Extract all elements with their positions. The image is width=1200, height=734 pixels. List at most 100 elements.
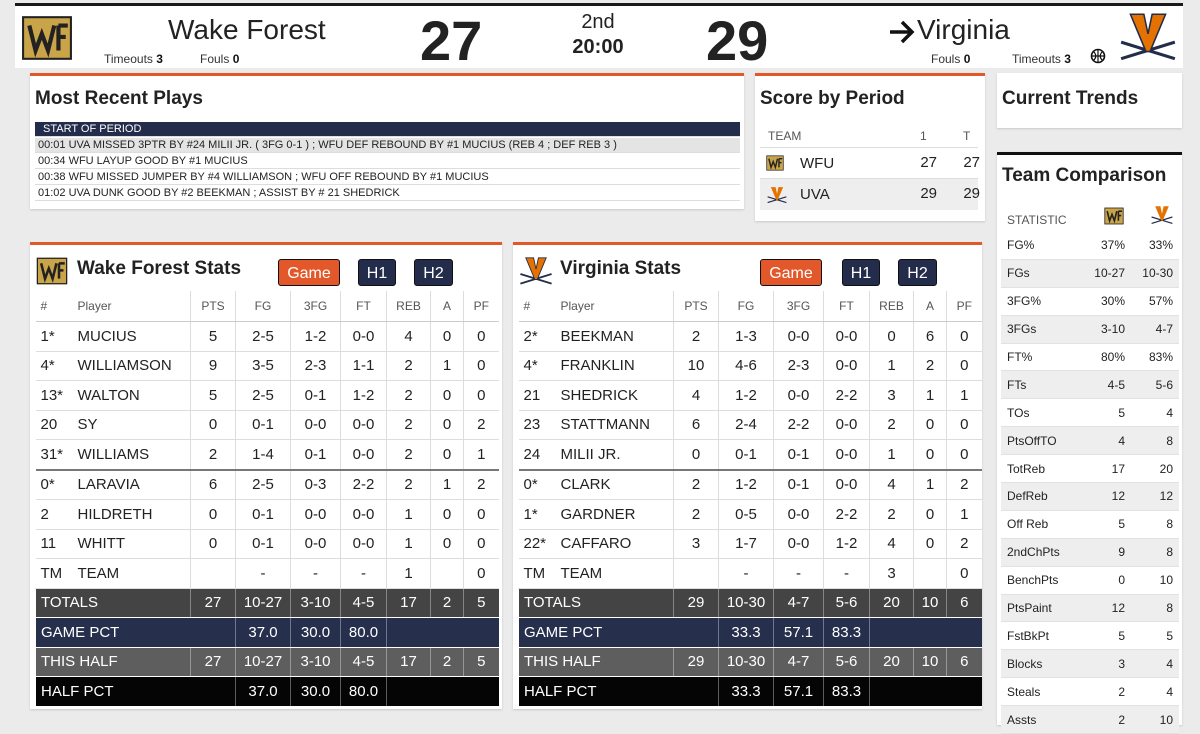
summary-label: TOTALS [518,588,674,618]
tab-button[interactable]: H2 [898,259,937,286]
summary-cell: 4-7 [773,647,824,677]
tab-button[interactable]: H1 [358,259,396,286]
stat-cell: - [718,558,774,589]
player-name: SY [72,410,191,440]
player-row: 21 SHEDRICK 4 1-2 0-0 2-2 3 1 1 [518,380,982,411]
summary-cell: 30.0 [290,676,341,707]
column-header: 1 [920,129,927,143]
stat-cell: 0 [430,499,464,530]
period: 2nd [581,11,615,33]
team-logo [766,186,788,209]
stat-value: 8 [1131,510,1179,539]
stat-value: 8 [1131,594,1179,623]
summary-cell: 10-30 [718,647,774,677]
stat-cell: 23 [518,410,556,440]
stat-cell: 2 [946,468,982,500]
summary-label: THIS HALF [518,647,674,677]
stat-value: 33% [1131,232,1179,260]
panel-title: Score by Period [760,88,905,109]
stat-cell: 0-1 [235,499,291,530]
summary-empty [869,617,982,648]
stat-value: 4 [1131,649,1179,679]
stat-cell: 1 [913,380,947,411]
comparison-row: Off Reb 5 8 [1001,510,1179,539]
tab-button[interactable]: H1 [842,259,880,286]
stat-cell: 0-1 [290,380,341,411]
stat-cell: 1 [430,468,464,500]
stat-cell: 0 [946,439,982,470]
stat-value: 17 [1079,454,1131,484]
player-name: TEAM [72,558,191,589]
stat-cell: - [823,558,870,589]
summary-cell: 2 [430,588,464,618]
stats-table: # Player PTS FG 3FG FT REB A PF 1* MUCIUS 5 2-5 1-2 0-… [35,291,499,707]
summary-row: HALF PCT 37.0 30.0 80.0 [35,676,499,707]
summary-cell: 5 [463,647,499,677]
stat-cell: 1 [386,529,431,559]
column-header: TEAM [768,129,802,143]
stat-name: DefReb [1001,482,1079,511]
period-score: 27 [920,154,937,171]
stat-cell: 2 [386,351,431,381]
summary-row: HALF PCT 33.3 57.1 83.3 [518,676,982,707]
stat-value: 4 [1131,398,1179,428]
tab-button[interactable]: Game [278,259,340,286]
comparison-table: FG% 37% 33% FGs 10-27 10-30 3FG% 30% 57% 3FGs 3-10… [1001,232,1179,734]
stat-cell: 0-0 [340,529,387,559]
stat-cell: 4-6 [718,351,774,381]
stat-cell: - [340,558,387,589]
stat-cell: 20 [35,410,73,440]
player-row: 22* CAFFARO 3 1-7 0-0 1-2 4 0 2 [518,529,982,559]
stat-value: 10 [1131,705,1179,734]
stat-cell: 1 [869,439,914,470]
stat-cell: 0 [869,321,914,352]
stat-value: 8 [1131,538,1179,567]
stat-name: Assts [1001,705,1079,734]
stat-cell: 0-0 [290,529,341,559]
stat-cell: 1* [518,499,556,530]
player-row: TM TEAM - - -1 0 [35,558,499,589]
away-logo [1120,13,1176,61]
away-logo [1151,206,1173,224]
tab-button[interactable]: Game [760,259,822,286]
stat-value: 20 [1131,454,1179,484]
summary-label: THIS HALF [35,647,191,677]
header-row: # Player PTS FG 3FG FT REB A PF [518,291,982,322]
label: Fouls [931,52,961,66]
stat-cell: 0 [463,351,499,381]
stat-cell: 1 [386,558,431,589]
summary-cell: 57.1 [773,617,824,648]
column-header: A [913,291,947,322]
stat-cell: 0 [946,321,982,352]
stat-cell: 2-4 [718,410,774,440]
player-row: 4* FRANKLIN 10 4-6 2-3 0-0 1 2 0 [518,351,982,381]
stat-value: 5 [1079,621,1131,651]
stat-cell: 0 [913,499,947,530]
stat-cell: 0-0 [823,321,870,352]
comparison-row: Blocks 3 4 [1001,649,1179,679]
trends-panel: Current Trends [997,73,1182,128]
summary-label: GAME PCT [35,617,236,648]
stat-cell: 0-3 [290,468,341,500]
summary-cell: 80.0 [340,617,387,648]
stat-value: 5 [1079,510,1131,539]
stat-cell: 0-0 [340,321,387,352]
tab-button[interactable]: H2 [414,259,453,286]
stat-cell: 1-7 [718,529,774,559]
column-header: # [518,291,556,322]
summary-empty [386,617,499,648]
stat-cell: 1 [463,439,499,470]
play-row: 00:38 WFU MISSED JUMPER BY #4 WILLIAMSON… [35,170,740,185]
stat-cell: 0 [946,351,982,381]
summary-label: HALF PCT [518,676,719,707]
stat-cell: 0 [190,410,236,440]
comparison-panel: Team Comparison STATISTIC FG% 37% 33% FGs 10… [997,152,1182,734]
summary-cell: 33.3 [718,676,774,707]
summary-cell: 30.0 [290,617,341,648]
summary-empty [386,676,499,707]
stat-name: PtsPaint [1001,594,1079,623]
stat-cell: 0 [430,439,464,470]
period-score: 29 [920,185,937,202]
stat-cell: 0-0 [823,439,870,470]
comparison-row: FT% 80% 83% [1001,343,1179,372]
